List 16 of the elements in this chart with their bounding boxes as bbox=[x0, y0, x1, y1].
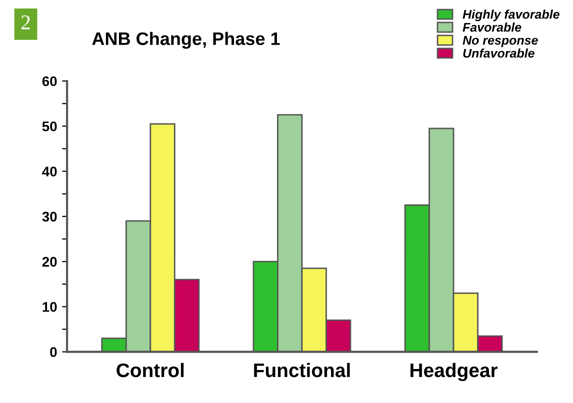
x-tick-label: Control bbox=[116, 362, 184, 378]
y-tick-label: 10 bbox=[42, 302, 57, 312]
legend-label: Highly favorable bbox=[462, 10, 560, 22]
x-tick-label: Headgear bbox=[410, 362, 498, 382]
y-tick-label: 20 bbox=[42, 256, 57, 267]
y-tick-label: 40 bbox=[42, 166, 57, 176]
chart-title: ANB Change, Phase 1 bbox=[92, 32, 280, 49]
legend-label: Favorable bbox=[462, 22, 522, 32]
y-tick-label: 30 bbox=[42, 212, 57, 222]
y-tick-label: 50 bbox=[42, 121, 57, 132]
text: 2 bbox=[21, 15, 30, 30]
y-tick-label: 0 bbox=[50, 347, 57, 357]
legend-label: No response bbox=[462, 36, 538, 48]
legend-label: Unfavorable bbox=[463, 48, 534, 58]
x-tick-label: Functional bbox=[254, 362, 350, 378]
y-tick-label: 60 bbox=[42, 76, 57, 86]
